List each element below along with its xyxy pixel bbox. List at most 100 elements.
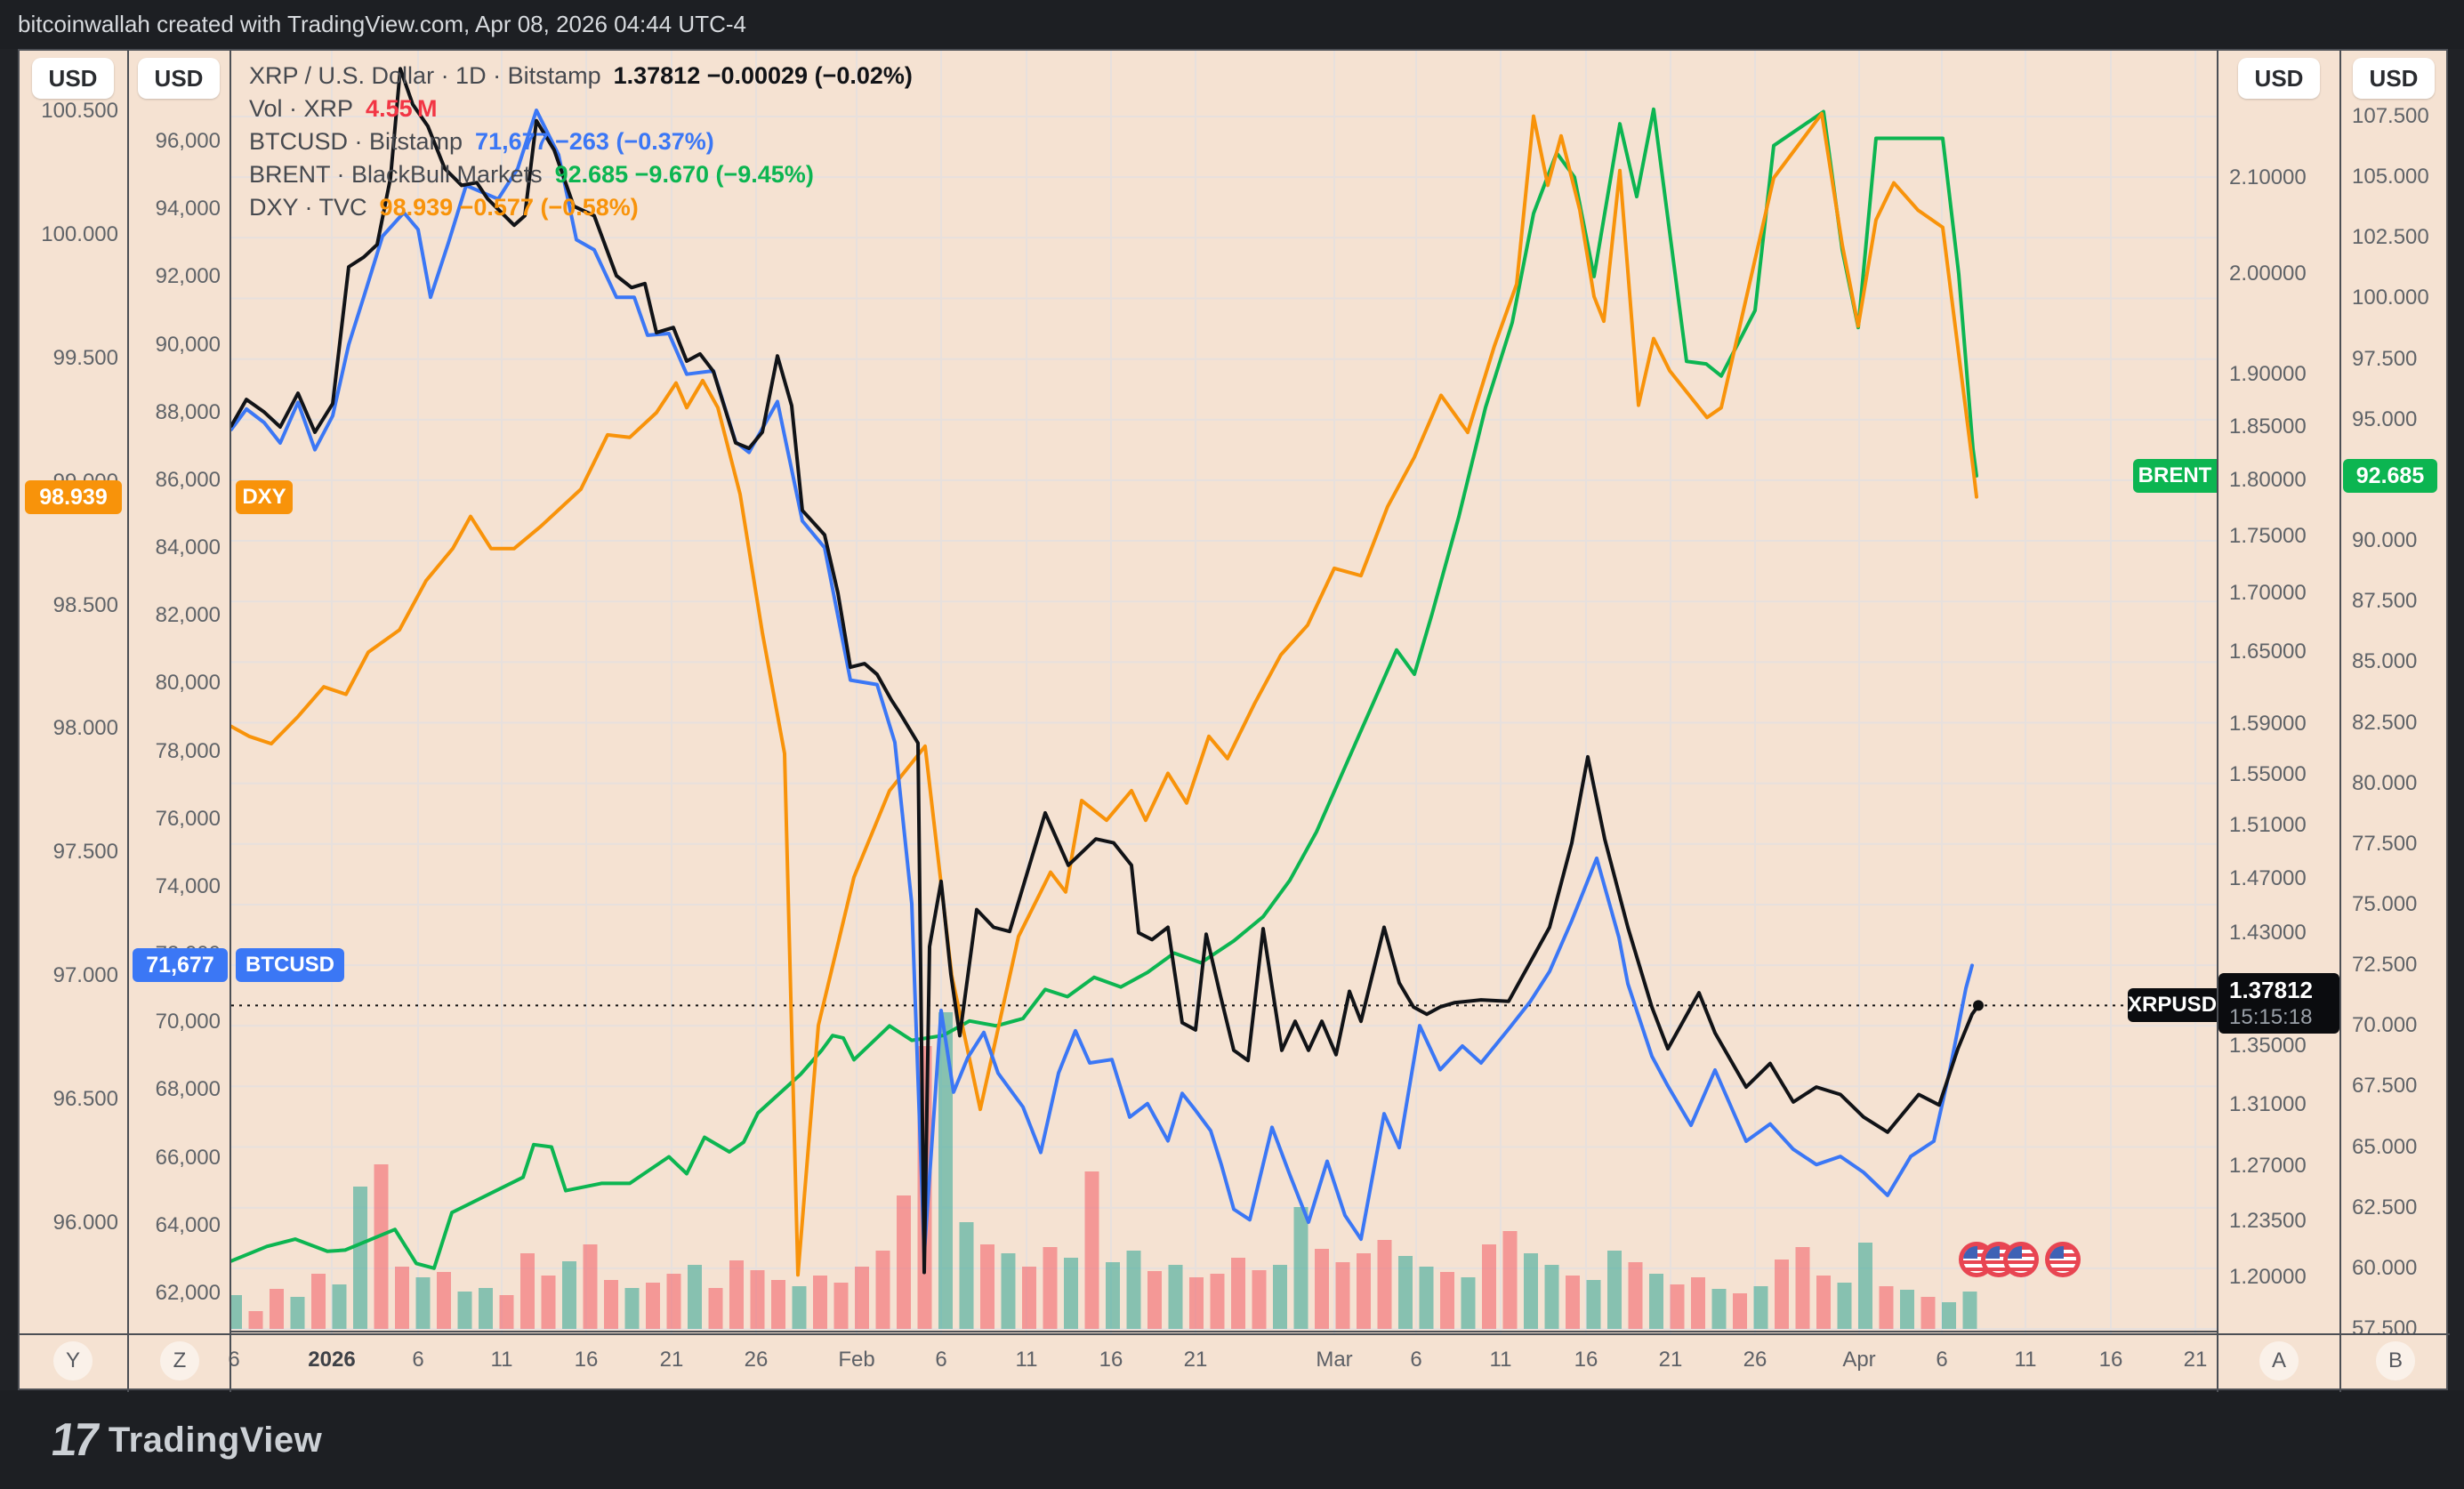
axis-tick: 80.000 xyxy=(2352,770,2418,795)
xrp-last-price: 1.37812 xyxy=(2229,977,2313,1004)
axis-tick: 76,000 xyxy=(155,806,221,831)
axis-tick: 84,000 xyxy=(155,535,221,560)
axis-tick: 88,000 xyxy=(155,399,221,424)
axis-tick: 65.000 xyxy=(2352,1134,2418,1159)
pane-separator[interactable] xyxy=(2339,51,2341,1392)
scale-button-y[interactable]: Y xyxy=(53,1341,93,1380)
volume-bar xyxy=(541,1276,556,1329)
chart-widget: 100.500100.00099.50099.00098.50098.00097… xyxy=(18,49,2450,1392)
volume-bar xyxy=(1816,1276,1831,1329)
price-axis-dxy[interactable]: 100.500100.00099.50099.00098.50098.00097… xyxy=(20,51,127,1333)
scale-button-z[interactable]: Z xyxy=(160,1341,199,1380)
legend-row-4[interactable]: DXY · TVC 98.939 −0.577 (−0.58%) xyxy=(249,191,913,224)
axis-tick: 96.000 xyxy=(52,1211,118,1235)
time-axis[interactable]: 6 2026 6 11 16 21 26 Feb 6 11 16 21 Mar 6 11 16 21 26 Apr 6… xyxy=(20,1333,2446,1388)
dxy-price-label: 98.939 xyxy=(25,479,122,514)
tradingview-logo-text: TradingView xyxy=(108,1420,323,1460)
axis-tick: 62,000 xyxy=(155,1281,221,1305)
volume-bar xyxy=(688,1265,702,1329)
volume-bar xyxy=(1064,1258,1078,1329)
btc-series-tag: BTCUSD xyxy=(236,948,344,983)
volume-bar xyxy=(980,1244,994,1329)
attribution-text: bitcoinwallah created with TradingView.c… xyxy=(18,11,746,37)
axis-tick: 86,000 xyxy=(155,467,221,492)
legend-row-3[interactable]: BRENT · BlackBull Markets 92.685 −9.670 (… xyxy=(249,158,913,191)
legend-value: 92.685 −9.670 (−9.45%) xyxy=(554,161,814,188)
axis-tick: 96.500 xyxy=(52,1087,118,1112)
axis-tick: 66,000 xyxy=(155,1145,221,1170)
volume-bar xyxy=(604,1280,618,1329)
volume-bar xyxy=(1377,1240,1392,1329)
axis-tick: 99.500 xyxy=(52,345,118,370)
time-tick: Feb xyxy=(838,1348,875,1372)
legend-row-0[interactable]: XRP / U.S. Dollar · 1D · Bitstamp 1.37812… xyxy=(249,60,913,93)
volume-bar xyxy=(1962,1292,1977,1329)
volume-bar xyxy=(1920,1297,1936,1329)
dxy-series-tag: DXY xyxy=(236,479,293,514)
scale-button-a[interactable]: A xyxy=(2259,1341,2299,1380)
volume-bar xyxy=(1168,1265,1183,1329)
legend-title: DXY · TVC xyxy=(249,194,367,221)
legend-title: XRP / U.S. Dollar · 1D · Bitstamp xyxy=(249,62,601,89)
legend: XRP / U.S. Dollar · 1D · Bitstamp 1.37812… xyxy=(249,60,913,224)
axis-tick: 75.000 xyxy=(2352,891,2418,916)
volume-bar xyxy=(1126,1251,1141,1329)
pane-separator[interactable] xyxy=(229,51,231,1392)
currency-button-right1[interactable]: USD xyxy=(2238,58,2320,99)
volume-bar xyxy=(1502,1231,1518,1329)
volume-bar xyxy=(813,1276,827,1329)
legend-row-1[interactable]: Vol · XRP 4.55 M xyxy=(249,93,913,125)
volume-bar xyxy=(708,1288,723,1329)
title-bar: bitcoinwallah created with TradingView.c… xyxy=(0,0,2464,49)
time-tick: 16 xyxy=(1099,1348,1123,1372)
tradingview-logo[interactable]: 17 TradingView xyxy=(48,1413,323,1467)
price-axis-btc[interactable]: 96,000 94,000 92,000 90,000 88,000 86,000 84,0… xyxy=(129,51,229,1333)
xrp-countdown-time: 15:15:18 xyxy=(2229,1005,2313,1030)
us-flag-event-icon[interactable] xyxy=(2003,1242,2039,1277)
volume-bar xyxy=(479,1288,493,1329)
volume-bar xyxy=(1293,1207,1308,1329)
price-axis-brent[interactable]: 107.500 105.000 102.500 100.000 97.500 95.000… xyxy=(2341,51,2446,1340)
legend-row-2[interactable]: BTCUSD · Bitstamp 71,677 −263 (−0.37%) xyxy=(249,125,913,158)
series-line-btcusd xyxy=(231,109,1974,1256)
legend-title: Vol · XRP xyxy=(249,95,354,122)
volume-bar xyxy=(1775,1260,1789,1329)
time-tick: 6 xyxy=(1410,1348,1422,1372)
axis-tick: 77.500 xyxy=(2352,831,2418,856)
axis-tick: 64,000 xyxy=(155,1212,221,1237)
chart-pane[interactable]: XRP / U.S. Dollar · 1D · Bitstamp 1.37812… xyxy=(231,51,2217,1333)
us-flag-event-icon[interactable] xyxy=(2045,1242,2081,1277)
scale-button-b[interactable]: B xyxy=(2376,1341,2415,1380)
time-tick: 16 xyxy=(1574,1348,1598,1372)
currency-button-right2[interactable]: USD xyxy=(2353,58,2435,99)
time-tick: 2026 xyxy=(308,1348,356,1372)
volume-bar xyxy=(520,1253,535,1329)
time-tick: 21 xyxy=(1658,1348,1683,1372)
time-tick: Apr xyxy=(1842,1348,1876,1372)
price-axis-xrp[interactable]: 2.10000 2.00000 1.90000 1.85000 1.80000 1.750… xyxy=(2218,51,2339,1333)
axis-tick: 2.00000 xyxy=(2229,261,2307,286)
pane-separator[interactable] xyxy=(127,51,129,1392)
volume-bar xyxy=(1315,1249,1329,1329)
currency-button-left1[interactable]: USD xyxy=(32,58,114,99)
axis-tick: 1.35000 xyxy=(2229,1033,2307,1058)
volume-bar xyxy=(1440,1272,1454,1329)
volume-bar xyxy=(1586,1280,1601,1329)
volume-bar xyxy=(959,1222,974,1329)
volume-bar xyxy=(1879,1286,1894,1329)
axis-tick: 62.500 xyxy=(2352,1195,2418,1219)
pane-separator[interactable] xyxy=(2217,51,2218,1392)
time-tick: 11 xyxy=(2014,1348,2037,1372)
axis-tick: 95.000 xyxy=(2352,406,2418,431)
volume-bar xyxy=(938,1012,953,1329)
axis-tick: 1.90000 xyxy=(2229,362,2307,387)
axis-tick: 98.000 xyxy=(52,716,118,741)
legend-value: 98.939 −0.577 (−0.58%) xyxy=(379,194,639,221)
volume-bar xyxy=(771,1280,785,1329)
volume-bar xyxy=(1628,1262,1643,1329)
currency-button-left2[interactable]: USD xyxy=(138,58,220,99)
axis-tick: 90,000 xyxy=(155,332,221,357)
volume-bar xyxy=(1357,1253,1371,1329)
volume-bar xyxy=(1691,1277,1705,1329)
